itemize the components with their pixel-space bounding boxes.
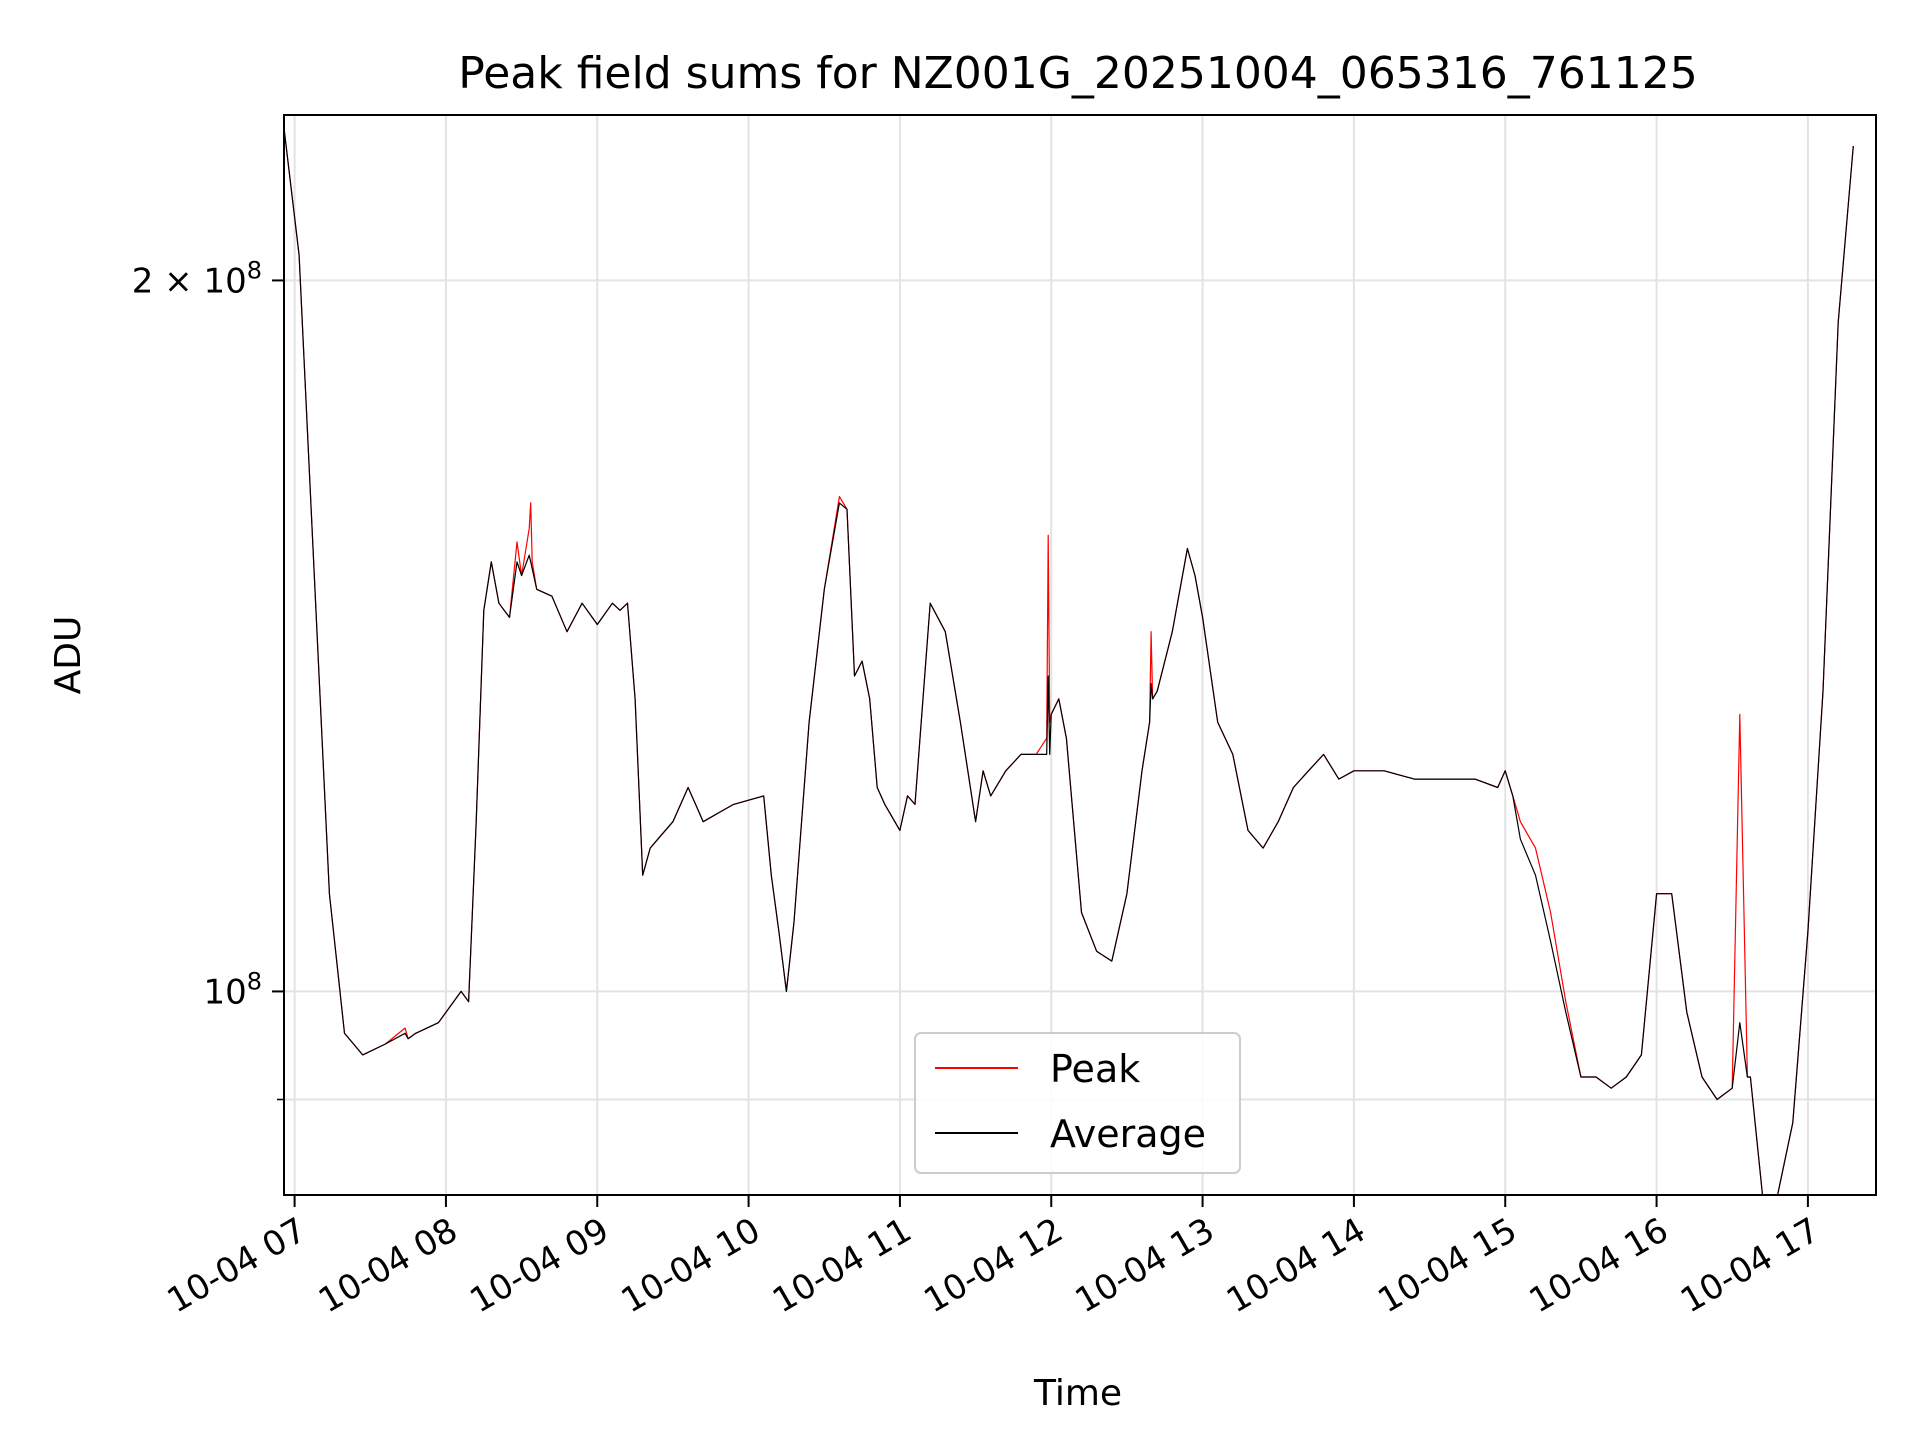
x-axis-label: Time [1033,1373,1122,1414]
plot-frame [283,114,1877,1196]
y-axis: 108 2 × 108 [132,256,284,1101]
y-tick-label: 108 [203,967,262,1012]
legend-peak-label: Peak [1050,1047,1140,1091]
legend-average-label: Average [1050,1112,1206,1156]
y-axis-label: ADU [48,616,89,695]
series-line-average [283,128,1854,1196]
chart-title: Peak field sums for NZ001G_20251004_0653… [458,48,1697,99]
series-group [283,128,1854,1196]
legend: Peak Average [914,1032,1241,1174]
y-tick-label: 2 × 108 [132,256,262,301]
